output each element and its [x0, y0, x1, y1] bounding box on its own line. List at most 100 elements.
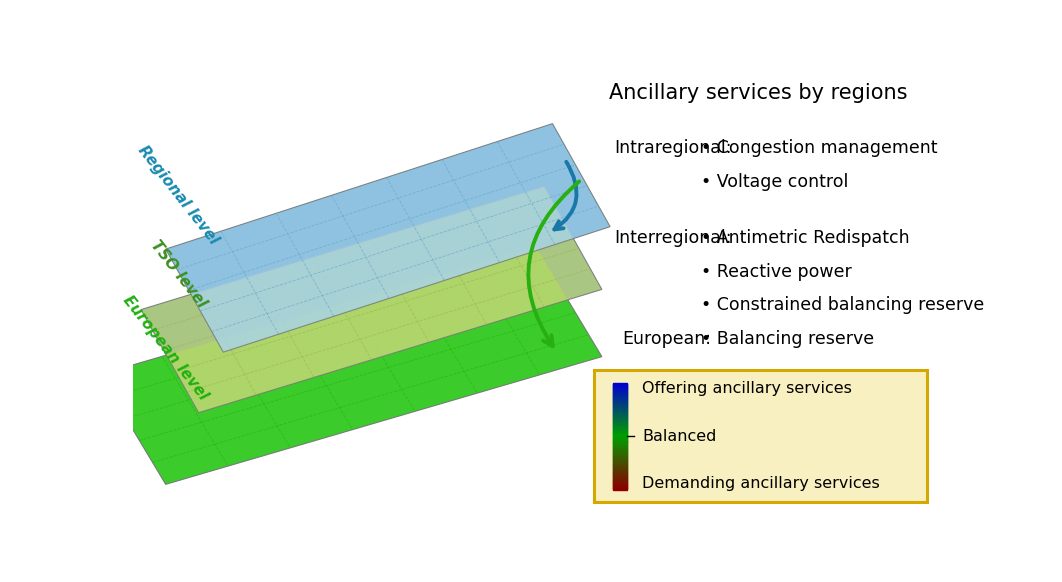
Bar	[613, 453, 628, 455]
Bar	[613, 462, 628, 464]
Bar	[613, 423, 628, 425]
Bar	[613, 424, 628, 425]
Bar	[613, 427, 628, 429]
Bar	[613, 448, 628, 449]
Bar	[613, 439, 628, 441]
Polygon shape	[100, 247, 602, 484]
Bar	[613, 403, 628, 404]
Bar	[613, 445, 628, 447]
Bar	[613, 482, 628, 484]
Bar	[613, 414, 628, 416]
Bar	[613, 428, 628, 430]
Bar	[613, 409, 628, 410]
Bar	[613, 463, 628, 464]
Bar	[613, 450, 628, 452]
Polygon shape	[166, 123, 610, 352]
Bar	[613, 432, 628, 434]
Bar	[613, 396, 628, 398]
Bar	[613, 418, 628, 420]
Bar	[613, 449, 628, 450]
Bar	[613, 467, 628, 469]
Bar	[613, 443, 628, 445]
Bar	[613, 383, 628, 385]
Bar	[613, 459, 628, 461]
Bar	[613, 386, 628, 388]
Bar	[613, 431, 628, 432]
Text: Offering ancillary services: Offering ancillary services	[643, 381, 852, 396]
Bar	[613, 478, 628, 480]
Bar	[613, 398, 628, 399]
Bar	[613, 400, 628, 402]
Bar	[613, 425, 628, 427]
Bar	[613, 411, 628, 413]
Bar	[613, 395, 628, 396]
Bar	[613, 422, 628, 424]
Bar	[613, 410, 628, 411]
Bar	[613, 484, 628, 486]
Bar	[613, 475, 628, 477]
Bar	[613, 386, 628, 388]
Bar	[613, 442, 628, 444]
Bar	[613, 444, 628, 446]
Bar	[613, 410, 628, 412]
Bar	[613, 404, 628, 406]
Text: • Reactive power: • Reactive power	[701, 262, 852, 281]
Bar	[613, 412, 628, 414]
Polygon shape	[166, 123, 610, 352]
Text: TSO level: TSO level	[148, 237, 209, 310]
Bar	[613, 406, 628, 408]
Text: • Voltage control: • Voltage control	[701, 173, 849, 191]
Bar	[613, 403, 628, 405]
Bar	[613, 391, 628, 393]
Bar	[613, 460, 628, 462]
Bar	[613, 480, 628, 481]
Bar	[613, 473, 628, 475]
Bar	[613, 430, 628, 432]
Bar	[613, 421, 628, 423]
Bar	[613, 392, 628, 393]
Bar	[613, 466, 628, 467]
Bar	[613, 436, 628, 438]
Bar	[613, 452, 628, 454]
Bar	[613, 440, 628, 442]
Bar	[613, 451, 628, 453]
Polygon shape	[100, 247, 602, 484]
Bar	[613, 464, 628, 466]
Text: Demanding ancillary services: Demanding ancillary services	[643, 476, 880, 491]
Bar	[613, 447, 628, 449]
Bar	[613, 464, 628, 466]
Bar	[613, 456, 628, 457]
Text: Ancillary services by regions: Ancillary services by regions	[609, 83, 908, 103]
Bar	[613, 481, 628, 483]
Bar	[613, 396, 628, 398]
Bar	[613, 473, 628, 474]
Text: • Congestion management: • Congestion management	[701, 139, 937, 157]
Bar	[613, 487, 628, 488]
Text: Intraregional:: Intraregional:	[614, 139, 732, 157]
Bar	[613, 468, 628, 470]
Bar	[613, 471, 628, 473]
Bar	[613, 413, 628, 415]
Bar	[613, 442, 628, 443]
Bar	[613, 454, 628, 456]
FancyBboxPatch shape	[594, 370, 927, 502]
Polygon shape	[141, 186, 602, 413]
Bar	[613, 427, 628, 428]
Bar	[613, 393, 628, 396]
Bar	[613, 416, 628, 418]
Bar	[613, 486, 628, 488]
Bar	[613, 466, 628, 468]
Text: Balanced: Balanced	[643, 429, 717, 443]
Bar	[613, 390, 628, 392]
Text: European level: European level	[120, 293, 211, 403]
Bar	[613, 418, 628, 420]
Bar	[613, 476, 628, 478]
Bar	[613, 408, 628, 410]
Text: Interregional:: Interregional:	[614, 229, 732, 247]
Text: • Antimetric Redispatch: • Antimetric Redispatch	[701, 229, 909, 247]
Bar	[613, 488, 628, 490]
Bar	[613, 457, 628, 459]
Bar	[613, 429, 628, 431]
Bar	[613, 471, 628, 473]
Bar	[613, 488, 628, 489]
